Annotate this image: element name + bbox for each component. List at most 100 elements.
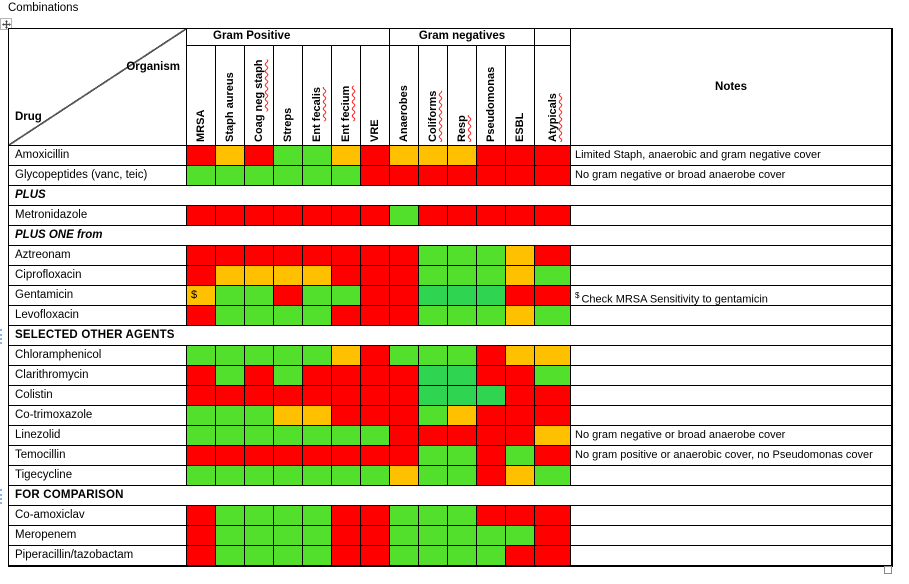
coverage-cell[interactable] xyxy=(535,306,571,326)
coverage-cell[interactable] xyxy=(419,426,448,446)
coverage-cell[interactable] xyxy=(477,146,506,166)
organism-column-header[interactable]: Coliforms xyxy=(419,46,448,146)
drug-name-cell[interactable]: Gentamicin xyxy=(9,286,187,306)
coverage-cell[interactable] xyxy=(187,166,216,186)
note-cell[interactable] xyxy=(571,246,892,266)
coverage-cell[interactable] xyxy=(274,426,303,446)
coverage-cell[interactable] xyxy=(332,546,361,566)
coverage-cell[interactable] xyxy=(361,406,390,426)
coverage-cell[interactable] xyxy=(419,406,448,426)
coverage-cell[interactable] xyxy=(216,306,245,326)
coverage-cell[interactable] xyxy=(390,406,419,426)
note-cell[interactable]: No gram positive or anaerobic cover, no … xyxy=(571,446,892,466)
coverage-cell[interactable] xyxy=(216,266,245,286)
coverage-cell[interactable] xyxy=(245,246,274,266)
coverage-cell[interactable] xyxy=(361,306,390,326)
drug-name-cell[interactable]: Ciprofloxacin xyxy=(9,266,187,286)
coverage-cell[interactable] xyxy=(332,466,361,486)
coverage-cell[interactable] xyxy=(332,526,361,546)
coverage-cell[interactable] xyxy=(274,246,303,266)
note-cell[interactable] xyxy=(571,526,892,546)
table-title[interactable]: Combinations xyxy=(8,2,79,14)
coverage-cell[interactable] xyxy=(187,246,216,266)
drug-name-cell[interactable]: Metronidazole xyxy=(9,206,187,226)
organism-column-header[interactable]: Pseudomonas xyxy=(477,46,506,146)
coverage-cell[interactable] xyxy=(535,466,571,486)
coverage-cell[interactable] xyxy=(332,246,361,266)
coverage-cell[interactable] xyxy=(506,306,535,326)
coverage-cell[interactable] xyxy=(390,466,419,486)
drug-name-cell[interactable]: Colistin xyxy=(9,386,187,406)
coverage-cell[interactable] xyxy=(535,506,571,526)
section-header-row[interactable]: PLUS xyxy=(9,186,892,206)
coverage-cell[interactable] xyxy=(216,246,245,266)
coverage-cell[interactable] xyxy=(303,406,332,426)
coverage-cell[interactable] xyxy=(332,146,361,166)
coverage-cell[interactable] xyxy=(303,266,332,286)
coverage-cell[interactable] xyxy=(274,266,303,286)
coverage-cell[interactable] xyxy=(187,266,216,286)
coverage-cell[interactable] xyxy=(448,466,477,486)
coverage-cell[interactable] xyxy=(361,466,390,486)
coverage-cell[interactable] xyxy=(448,286,477,306)
section-header-row[interactable]: FOR COMPARISON xyxy=(9,486,892,506)
note-cell[interactable] xyxy=(571,406,892,426)
coverage-cell[interactable] xyxy=(187,526,216,546)
coverage-cell[interactable] xyxy=(361,346,390,366)
coverage-cell[interactable] xyxy=(332,266,361,286)
coverage-cell[interactable] xyxy=(390,346,419,366)
coverage-cell[interactable] xyxy=(216,426,245,446)
coverage-cell[interactable] xyxy=(448,526,477,546)
coverage-cell[interactable] xyxy=(390,446,419,466)
table-move-handle-icon[interactable] xyxy=(0,18,12,30)
coverage-cell[interactable] xyxy=(187,366,216,386)
table-resize-handle[interactable] xyxy=(884,566,892,574)
note-cell[interactable] xyxy=(571,466,892,486)
coverage-cell[interactable] xyxy=(245,526,274,546)
coverage-cell[interactable] xyxy=(361,166,390,186)
drug-name-cell[interactable]: Aztreonam xyxy=(9,246,187,266)
coverage-cell[interactable] xyxy=(361,526,390,546)
coverage-cell[interactable] xyxy=(187,406,216,426)
coverage-cell[interactable] xyxy=(535,386,571,406)
coverage-cell[interactable] xyxy=(274,346,303,366)
coverage-cell[interactable] xyxy=(477,546,506,566)
note-cell[interactable]: Limited Staph, anaerobic and gram negati… xyxy=(571,146,892,166)
coverage-cell[interactable] xyxy=(390,246,419,266)
coverage-cell[interactable] xyxy=(535,146,571,166)
drug-name-cell[interactable]: Meropenem xyxy=(9,526,187,546)
group-header-gram-negatives[interactable]: Gram negatives xyxy=(390,29,535,46)
coverage-cell[interactable] xyxy=(419,346,448,366)
coverage-cell[interactable] xyxy=(216,346,245,366)
coverage-cell[interactable] xyxy=(245,506,274,526)
coverage-cell[interactable] xyxy=(303,446,332,466)
note-cell[interactable]: No gram negative or broad anaerobe cover xyxy=(571,426,892,446)
coverage-cell[interactable] xyxy=(448,446,477,466)
coverage-cell[interactable] xyxy=(216,386,245,406)
coverage-cell[interactable] xyxy=(390,386,419,406)
coverage-cell[interactable] xyxy=(506,386,535,406)
coverage-cell[interactable] xyxy=(187,346,216,366)
coverage-cell[interactable] xyxy=(303,546,332,566)
coverage-cell[interactable] xyxy=(419,166,448,186)
coverage-cell[interactable] xyxy=(245,346,274,366)
coverage-cell[interactable] xyxy=(506,266,535,286)
note-cell[interactable] xyxy=(571,206,892,226)
coverage-cell[interactable] xyxy=(506,526,535,546)
coverage-cell[interactable] xyxy=(274,546,303,566)
coverage-cell[interactable] xyxy=(506,426,535,446)
coverage-cell[interactable] xyxy=(535,166,571,186)
coverage-cell[interactable] xyxy=(506,206,535,226)
coverage-cell[interactable] xyxy=(390,166,419,186)
note-cell[interactable] xyxy=(571,506,892,526)
coverage-cell[interactable] xyxy=(535,546,571,566)
coverage-cell[interactable] xyxy=(274,466,303,486)
coverage-cell[interactable] xyxy=(332,406,361,426)
coverage-cell[interactable] xyxy=(245,166,274,186)
drug-name-cell[interactable]: Amoxicillin xyxy=(9,146,187,166)
drug-name-cell[interactable]: Clarithromycin xyxy=(9,366,187,386)
coverage-cell[interactable] xyxy=(332,306,361,326)
coverage-cell[interactable] xyxy=(477,526,506,546)
coverage-cell[interactable] xyxy=(332,386,361,406)
coverage-cell[interactable] xyxy=(390,306,419,326)
